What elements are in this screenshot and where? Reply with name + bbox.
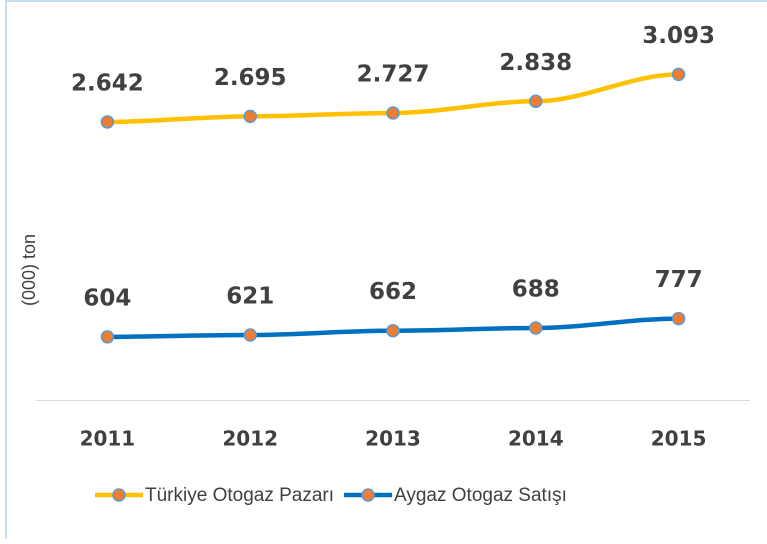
y-axis-label: (000) ton — [19, 234, 39, 306]
data-point — [100, 115, 115, 129]
legend-marker — [112, 488, 126, 502]
data-point — [671, 311, 686, 326]
data-point — [671, 67, 686, 82]
x-tick-label: 2011 — [80, 427, 136, 451]
x-tick-label: 2015 — [651, 427, 707, 451]
data-label: 621 — [226, 284, 274, 310]
data-label: 2.838 — [499, 50, 572, 76]
data-label: 662 — [369, 279, 417, 305]
x-tick-label: 2012 — [222, 427, 278, 451]
x-tick-label: 2014 — [508, 427, 564, 451]
legend-label: Aygaz Otogaz Satışı — [394, 485, 567, 506]
data-point — [529, 321, 543, 335]
legend-label: Türkiye Otogaz Pazarı — [145, 485, 334, 506]
x-tick-label: 2013 — [365, 427, 421, 451]
data-label: 688 — [512, 276, 560, 302]
data-label: 2.695 — [214, 65, 287, 91]
data-label: 2.727 — [357, 61, 430, 87]
data-label: 2.642 — [71, 70, 144, 96]
data-label: 777 — [655, 267, 703, 293]
data-point — [386, 323, 400, 338]
data-point — [100, 330, 115, 344]
legend-marker — [361, 488, 375, 502]
chart-frame — [5, 0, 767, 544]
data-point — [529, 94, 543, 109]
data-point — [243, 109, 257, 124]
data-label: 604 — [83, 285, 131, 311]
data-label: 3.093 — [642, 23, 715, 49]
data-point — [386, 106, 400, 120]
data-point — [243, 328, 257, 342]
